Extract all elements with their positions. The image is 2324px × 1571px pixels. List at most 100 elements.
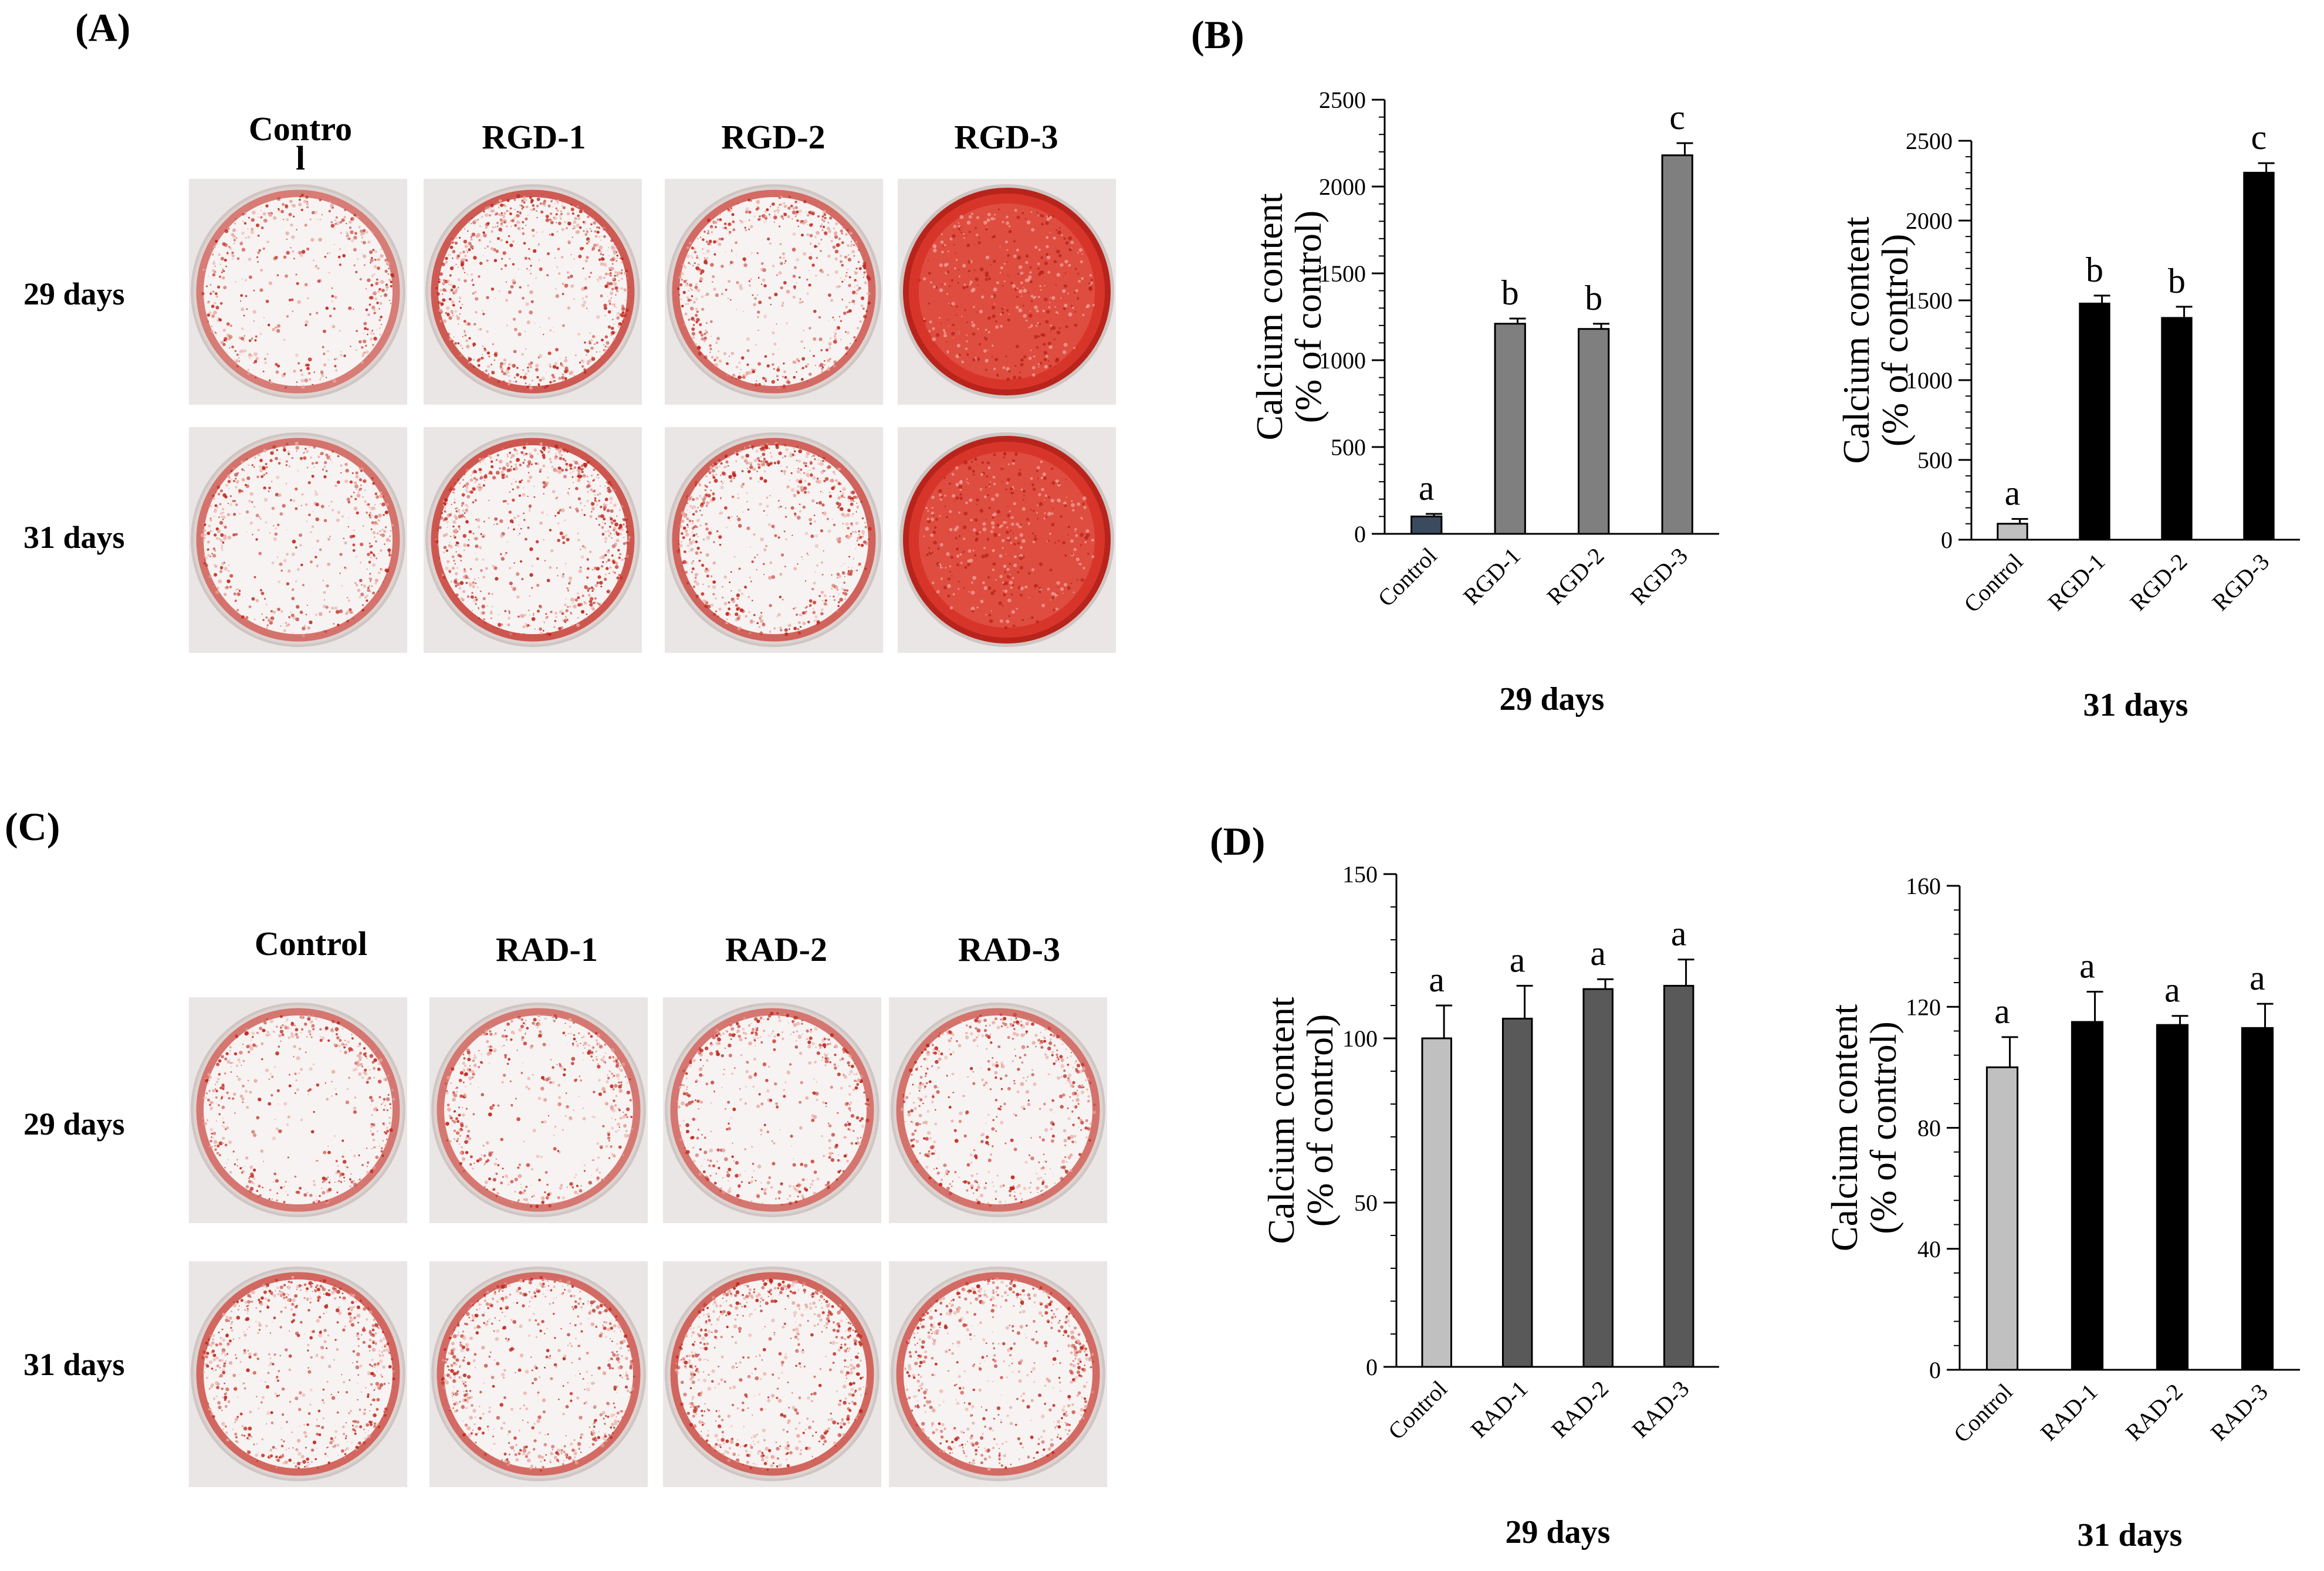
chart-d-31days: 0 40 80 120 160 Calcium content(% of control)…	[1754, 833, 2318, 1568]
y-tick-label: 2000	[1319, 174, 1366, 200]
bar	[2242, 1028, 2272, 1370]
x-axis-label: 29 days	[1500, 681, 1605, 717]
y-axis-label: Calcium content(% of control)	[1249, 193, 1329, 440]
x-axis-label: 29 days	[1506, 1514, 1611, 1550]
significance-letter: a	[1590, 934, 1606, 973]
x-tick-label: RGD-2	[1542, 543, 1609, 610]
y-tick-label: 2500	[1906, 128, 1953, 154]
well-a-rgd1-31	[424, 427, 642, 653]
well-c-control-31	[189, 1261, 407, 1487]
bar	[1503, 1018, 1533, 1367]
y-axis-label: Calcium content(% of control)	[1260, 997, 1341, 1244]
well-a-control-31	[189, 427, 407, 653]
x-tick-label: RGD-3	[1625, 543, 1693, 610]
x-tick-label: RAD-3	[2205, 1379, 2273, 1446]
y-tick-label: 40	[1917, 1236, 1941, 1262]
significance-letter: b	[1585, 279, 1602, 317]
panel-a-row-31days: 31 days	[23, 519, 125, 556]
y-tick-label: 500	[1331, 434, 1366, 461]
bar	[1422, 1038, 1452, 1367]
significance-letter: a	[2005, 474, 2021, 513]
panel-c-col-rad2: RAD-2	[665, 930, 888, 969]
well-a-rgd2-29	[665, 179, 883, 405]
x-tick-label: RAD-2	[2120, 1379, 2188, 1446]
bar	[1665, 986, 1694, 1367]
x-tick-label: RAD-1	[2035, 1379, 2103, 1446]
x-tick-label: Control	[1958, 549, 2028, 618]
well-c-rad3-29	[889, 997, 1107, 1223]
well-a-rgd1-29	[424, 179, 642, 405]
x-tick-label: Control	[1372, 543, 1442, 612]
y-tick-label: 0	[1366, 1354, 1378, 1380]
panel-c-col-rad1: RAD-1	[435, 930, 658, 969]
significance-letter: a	[1510, 940, 1525, 979]
bar	[2162, 318, 2191, 540]
significance-letter: a	[2164, 971, 2180, 1010]
y-axis-label: Calcium content(% of control)	[1835, 216, 1916, 463]
y-tick-label: 2000	[1906, 208, 1953, 234]
bar	[1412, 516, 1442, 534]
panel-a-col-rgd1: RGD-1	[422, 117, 645, 157]
panel-label-b: (B)	[1191, 12, 1244, 58]
well-c-rad1-29	[429, 997, 648, 1223]
significance-letter: a	[2079, 946, 2095, 985]
x-axis-label: 31 days	[2078, 1517, 2183, 1553]
panel-c-row-29days: 29 days	[23, 1106, 125, 1142]
panel-c-col-rad3: RAD-3	[898, 930, 1121, 969]
x-tick-label: Control	[1383, 1376, 1452, 1445]
x-tick-label: RAD-1	[1466, 1376, 1533, 1443]
y-tick-label: 100	[1342, 1025, 1378, 1052]
y-tick-label: 0	[1929, 1357, 1941, 1383]
well-a-rgd3-31	[898, 427, 1116, 653]
y-tick-label: 160	[1906, 873, 1941, 899]
well-c-control-29	[189, 997, 407, 1223]
bar	[1495, 324, 1525, 534]
y-axis-label: Calcium content(% of control)	[1824, 1004, 1904, 1251]
significance-letter: b	[2168, 262, 2186, 300]
significance-letter: c	[2251, 118, 2267, 157]
well-c-rad3-31	[889, 1261, 1107, 1487]
panel-c-row-31days: 31 days	[23, 1346, 125, 1383]
panel-a-col-rgd2: RGD-2	[662, 117, 885, 157]
y-tick-label: 120	[1906, 994, 1941, 1020]
significance-letter: a	[1429, 960, 1445, 999]
significance-letter: b	[1501, 273, 1519, 312]
x-tick-label: RGD-2	[2125, 549, 2192, 616]
bar	[1987, 1067, 2017, 1370]
significance-letter: a	[2249, 959, 2265, 997]
panel-a-col-control: Contro l	[189, 114, 412, 173]
bar	[1579, 329, 1609, 534]
well-c-rad2-31	[663, 1261, 881, 1487]
bar	[2157, 1025, 2187, 1370]
x-tick-label: RGD-3	[2207, 549, 2274, 616]
y-tick-label: 500	[1917, 447, 1953, 473]
D1-svg: 0 50 100 150 Calcium content(% of control) a C…	[1191, 833, 1743, 1568]
bar	[1662, 155, 1692, 534]
y-tick-label: 50	[1354, 1190, 1378, 1216]
well-a-control-29	[189, 179, 407, 405]
y-tick-label: 80	[1917, 1115, 1941, 1142]
y-tick-label: 0	[1941, 527, 1953, 553]
well-c-rad2-29	[663, 997, 881, 1223]
x-tick-label: RGD-1	[1458, 543, 1525, 610]
significance-letter: a	[1671, 915, 1687, 953]
x-tick-label: RAD-3	[1627, 1376, 1694, 1443]
D2-svg: 0 40 80 120 160 Calcium content(% of control)…	[1754, 833, 2318, 1568]
well-c-rad1-31	[429, 1261, 648, 1487]
significance-letter: a	[1994, 992, 2010, 1031]
panel-a-row-29days: 29 days	[23, 276, 125, 312]
bar	[2072, 1022, 2102, 1370]
chart-d-29days: 0 50 100 150 Calcium content(% of control) a C…	[1191, 833, 1743, 1568]
well-a-rgd2-31	[665, 427, 883, 653]
x-tick-label: RGD-1	[2042, 549, 2110, 616]
well-a-rgd3-29	[898, 179, 1116, 405]
significance-letter: a	[1419, 469, 1435, 507]
panel-label-c: (C)	[5, 804, 60, 850]
panel-c-col-control: Control	[199, 924, 422, 963]
bar	[1584, 989, 1613, 1367]
y-tick-label: 150	[1342, 861, 1378, 888]
x-axis-label: 31 days	[2083, 687, 2188, 723]
